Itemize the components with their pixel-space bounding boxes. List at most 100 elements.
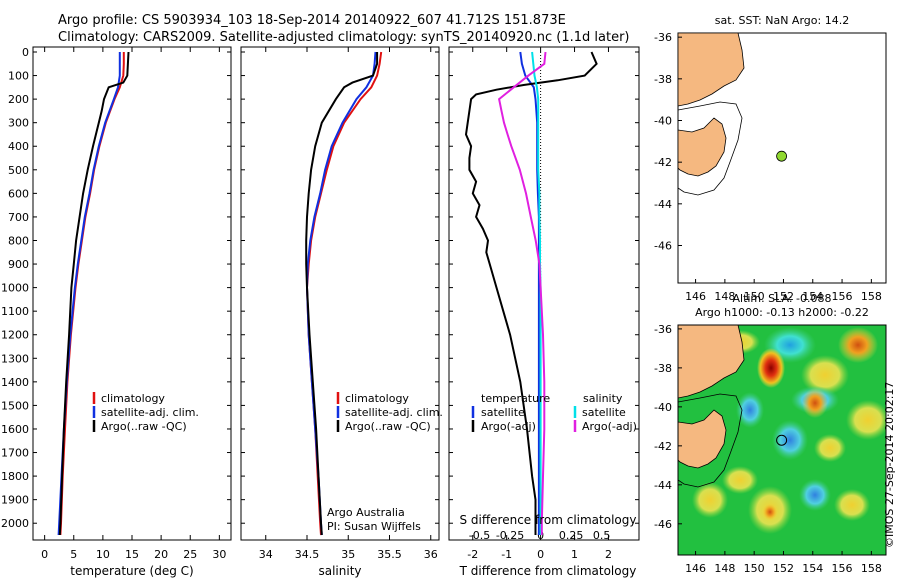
map-x-tick-label: 152 xyxy=(773,562,794,575)
argo-position-marker xyxy=(776,150,788,162)
x-tick-label: 10 xyxy=(96,548,110,561)
sla-field xyxy=(678,325,886,555)
x-tick-label: -1 xyxy=(501,548,512,561)
mainland-australia xyxy=(678,325,745,399)
map-x-tick-label: 150 xyxy=(744,562,765,575)
x-tick-label-s: 0.5 xyxy=(593,529,611,542)
depth-tick-label: 1500 xyxy=(1,399,29,412)
depth-tick-label: 0 xyxy=(22,46,29,59)
legend-header-salinity: salinity xyxy=(583,392,623,405)
sla-anomaly xyxy=(722,466,758,494)
depth-axis: 0 100 200 300 400 500 600 700 800 900 1000 1100 1200… xyxy=(1,46,639,530)
x-tick-label: 5 xyxy=(70,548,77,561)
map-y-tick-label: -40 xyxy=(654,401,672,414)
mainland-australia xyxy=(678,33,745,107)
sla-anomaly xyxy=(834,489,870,521)
sla-map-axes: 146 148 150 152 154 156 158 -36 -38 -40 -42 -44 -46 xyxy=(654,323,882,575)
depth-tick-label: 300 xyxy=(8,117,29,130)
map-x-tick-label: 156 xyxy=(832,290,853,303)
sla-anomaly xyxy=(838,327,878,363)
map-x-tick-label: 150 xyxy=(744,290,765,303)
sla-anomaly xyxy=(757,348,785,388)
sla-anomaly xyxy=(801,355,849,395)
difference-xlabel-top: S difference from climatology xyxy=(460,513,637,527)
tasmania xyxy=(678,409,727,469)
depth-tick-label: 100 xyxy=(8,70,29,83)
legend-label-climatology: climatology xyxy=(101,392,165,405)
header-line1: Argo profile: CS 5903934_103 18-Sep-2014… xyxy=(58,13,566,28)
map-y-tick-label: -40 xyxy=(654,115,672,128)
sst-map-land xyxy=(678,33,745,196)
depth-tick-label: 1100 xyxy=(1,305,29,318)
sla-anomaly xyxy=(692,482,728,518)
difference-xlabel: T difference from climatology xyxy=(459,564,637,578)
sla-anomaly xyxy=(736,392,764,428)
difference-x-axis: -2 -1 0 1 2 -0.5 -0.25 0 0.25 0.5 xyxy=(467,47,612,561)
temperature-xlabel: temperature (deg C) xyxy=(70,564,193,578)
difference-series xyxy=(464,51,598,535)
depth-tick-label: 500 xyxy=(8,164,29,177)
legend-label-t-argo: Argo(-adj) xyxy=(481,420,536,433)
map-x-tick-label: 152 xyxy=(773,290,794,303)
x-tick-label: 2 xyxy=(605,548,612,561)
legend-header-temperature: temperature xyxy=(481,392,550,405)
series-line-t-argo-adj- xyxy=(464,51,598,535)
depth-tick-label: 1600 xyxy=(1,423,29,436)
legend-label-climatology: climatology xyxy=(345,392,409,405)
sla-map-frame xyxy=(677,324,887,556)
map-x-tick-label: 158 xyxy=(861,290,882,303)
x-tick-label: 35.5 xyxy=(377,548,402,561)
map-y-tick-label: -46 xyxy=(654,518,672,531)
map-y-tick-label: -38 xyxy=(654,73,672,86)
depth-tick-label: 1900 xyxy=(1,494,29,507)
argo-position-marker xyxy=(776,434,788,446)
temperature-series xyxy=(57,51,130,536)
map-x-tick-label: 156 xyxy=(832,562,853,575)
x-tick-label: 34.5 xyxy=(295,548,320,561)
sla-map-title-2: Argo h1000: -0.13 h2000: -0.22 xyxy=(695,306,869,319)
depth-tick-label: 1700 xyxy=(1,447,29,460)
sla-map-title-1: Altim. SLA: -0.088 xyxy=(732,292,831,305)
map-y-tick-label: -44 xyxy=(654,479,672,492)
legend-label-s-satellite: satellite xyxy=(582,406,626,419)
map-x-tick-label: 146 xyxy=(685,290,706,303)
annotation-pi: PI: Susan Wijffels xyxy=(327,520,421,533)
x-tick-label-s: 0.25 xyxy=(559,529,584,542)
map-y-tick-label: -36 xyxy=(654,31,672,44)
sla-anomaly xyxy=(772,420,808,460)
map-x-tick-label: 158 xyxy=(861,562,882,575)
salinity-legend: climatology satellite-adj. clim. Argo(..… xyxy=(336,392,443,433)
legend-label-s-argo: Argo(-adj) xyxy=(582,420,637,433)
depth-tick-label: 800 xyxy=(8,234,29,247)
x-tick-label: 30 xyxy=(212,548,226,561)
series-line-argo-raw-qc- xyxy=(58,51,130,536)
salinity-panel xyxy=(240,46,440,541)
shelf-contour xyxy=(678,101,743,196)
x-tick-label: 20 xyxy=(154,548,168,561)
sla-anomaly xyxy=(762,503,778,521)
x-tick-label-s: -0.25 xyxy=(496,529,524,542)
temperature-legend: climatology satellite-adj. clim. Argo(..… xyxy=(92,392,199,433)
depth-tick-label: 1800 xyxy=(1,470,29,483)
depth-tick-label: 200 xyxy=(8,93,29,106)
sla-anomaly xyxy=(799,479,831,511)
legend-label-t-satellite: satellite xyxy=(481,406,525,419)
shelf-contour xyxy=(678,393,743,488)
sla-anomaly xyxy=(802,388,828,418)
x-tick-label-s: 0 xyxy=(537,529,544,542)
map-x-tick-label: 146 xyxy=(685,562,706,575)
salinity-x-axis: 34 34.5 35 35.5 36 xyxy=(259,47,438,561)
legend-label-satellite: satellite-adj. clim. xyxy=(345,406,443,419)
map-x-tick-label: 154 xyxy=(802,562,823,575)
depth-tick-label: 400 xyxy=(8,140,29,153)
depth-tick-label: 1200 xyxy=(1,329,29,342)
map-y-tick-label: -38 xyxy=(654,362,672,375)
sla-anomaly xyxy=(846,400,886,440)
salinity-xlabel: salinity xyxy=(318,564,361,578)
annotation-argo-australia: Argo Australia xyxy=(327,506,405,519)
depth-tick-label: 2000 xyxy=(1,517,29,530)
map-y-tick-label: -36 xyxy=(654,323,672,336)
legend-label-argo: Argo(..raw -QC) xyxy=(101,420,187,433)
x-tick-label: 35 xyxy=(341,548,355,561)
